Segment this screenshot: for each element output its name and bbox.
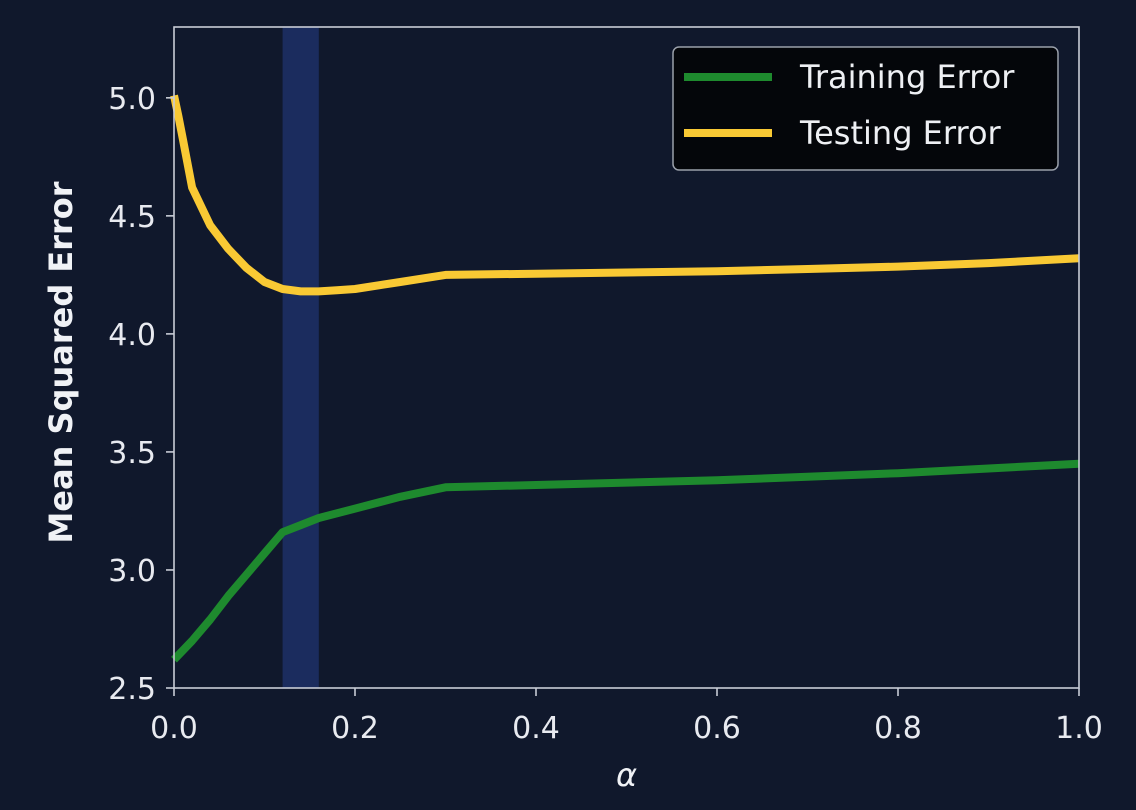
y-tick-label: 5.0 bbox=[108, 82, 156, 117]
series-line-testing-error bbox=[170, 94, 1080, 296]
x-tick-label: 0.4 bbox=[512, 711, 560, 746]
legend-label: Training Error bbox=[799, 58, 1015, 96]
plot-area: 0.0 0.2 0.4 0.6 0.8 1.0 2.5 3.0 3.5 4.0 4.5 5.0 bbox=[108, 26, 1103, 746]
x-axis-label: α bbox=[616, 756, 637, 794]
y-axis-label: Mean Squared Error bbox=[42, 181, 80, 543]
legend-label: Testing Error bbox=[799, 114, 1002, 152]
y-tick-label: 4.5 bbox=[108, 200, 156, 235]
y-tick-label: 3.0 bbox=[108, 554, 156, 589]
x-tick-label: 1.0 bbox=[1055, 711, 1103, 746]
legend: Training Error Testing Error bbox=[672, 46, 1059, 171]
highlight-band bbox=[282, 27, 319, 688]
y-tick-label: 2.5 bbox=[108, 672, 156, 707]
axes-frame bbox=[173, 26, 1080, 689]
x-tick-label: 0.6 bbox=[693, 711, 741, 746]
y-tick-label: 3.5 bbox=[108, 436, 156, 471]
x-tick-label: 0.0 bbox=[150, 711, 198, 746]
series-line-training-error bbox=[171, 459, 1080, 663]
y-tick-label: 4.0 bbox=[108, 318, 156, 353]
x-tick-label: 0.8 bbox=[874, 711, 922, 746]
x-tick-label: 0.2 bbox=[331, 711, 379, 746]
